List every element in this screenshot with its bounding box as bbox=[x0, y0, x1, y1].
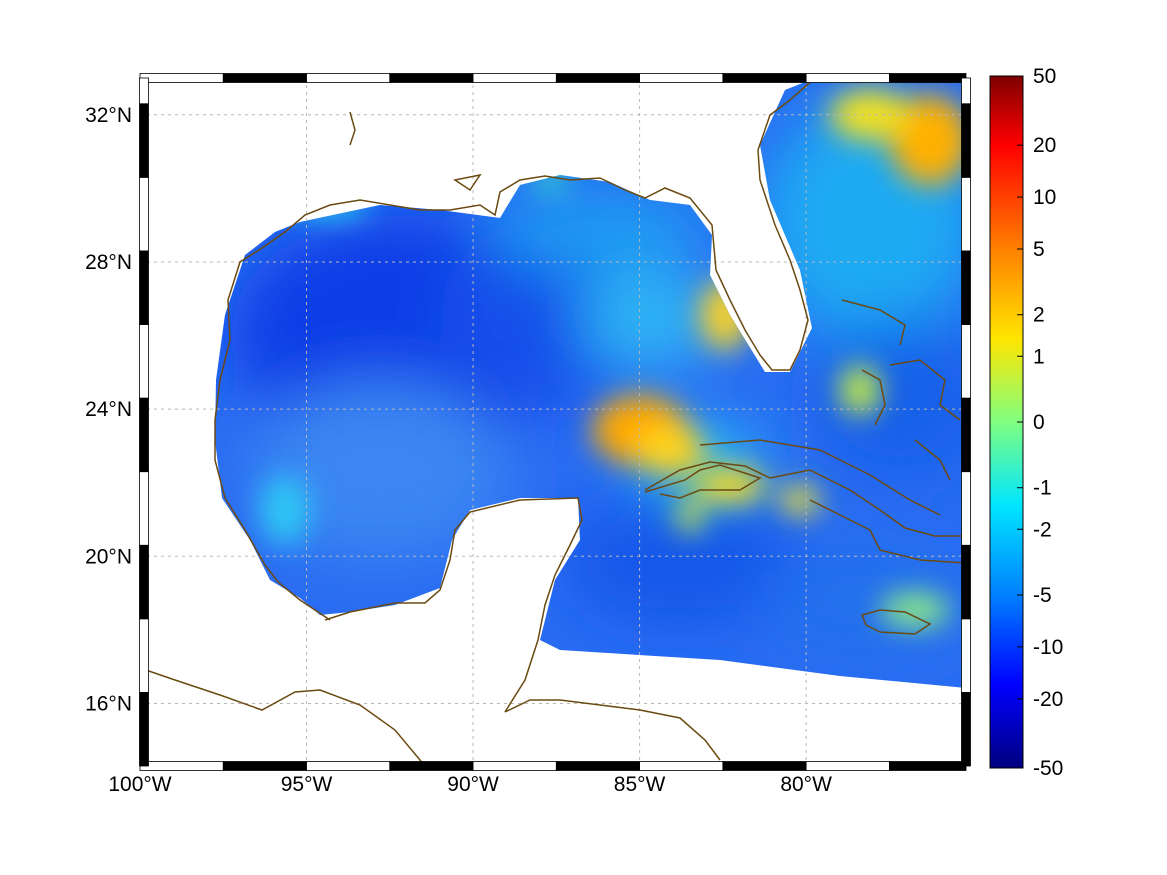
frame-segment bbox=[472, 761, 557, 771]
frame-segment bbox=[961, 471, 971, 546]
frame-segment bbox=[961, 544, 971, 620]
frame-segment bbox=[139, 618, 149, 693]
colorbar-tick-label: 50 bbox=[1033, 65, 1056, 88]
frame-segment bbox=[139, 324, 149, 399]
frame-segment bbox=[888, 761, 967, 771]
coastline bbox=[139, 77, 967, 767]
latitude-labels: 32°N 28°N 24°N 20°N 16°N bbox=[85, 104, 132, 716]
frame-segment bbox=[555, 73, 640, 83]
colorbar-tick-label: -1 bbox=[1033, 477, 1052, 500]
frame-segment bbox=[961, 176, 971, 252]
lat-tick-label: 32°N bbox=[85, 104, 132, 127]
frame-segment bbox=[222, 73, 307, 83]
lon-tick-label: 80°W bbox=[780, 773, 832, 796]
lon-tick-label: 90°W bbox=[447, 773, 499, 796]
frame-segment bbox=[139, 471, 149, 546]
lat-tick-label: 24°N bbox=[85, 398, 132, 421]
frame-segment bbox=[139, 397, 149, 473]
lat-tick-label: 20°N bbox=[85, 545, 132, 568]
frame-segment bbox=[555, 761, 640, 771]
frame-segment bbox=[139, 692, 149, 767]
frame-segment bbox=[805, 761, 890, 771]
lat-tick-label: 16°N bbox=[85, 692, 132, 715]
frame-segment bbox=[805, 73, 890, 83]
colorbar-tick-label: 20 bbox=[1033, 134, 1056, 157]
lat-tick-label: 28°N bbox=[85, 251, 132, 274]
lon-tick-label: 100°W bbox=[108, 773, 171, 796]
frame-segment bbox=[888, 73, 967, 83]
colorbar-tick-label: -50 bbox=[1033, 757, 1063, 780]
frame-segment bbox=[139, 544, 149, 620]
frame-segment bbox=[722, 761, 807, 771]
frame-segment bbox=[139, 73, 224, 83]
frame-segment bbox=[961, 77, 971, 105]
colorbar-tick-label: 0 bbox=[1033, 411, 1045, 434]
map-plot-area bbox=[139, 73, 971, 771]
frame-segment bbox=[639, 73, 724, 83]
frame-segment bbox=[139, 250, 149, 325]
grid-lines bbox=[140, 78, 966, 766]
colorbar-tick-label: -5 bbox=[1033, 584, 1052, 607]
frame-segment bbox=[639, 761, 724, 771]
frame-segment bbox=[961, 324, 971, 399]
frame-segment bbox=[722, 73, 807, 83]
lon-tick-label: 85°W bbox=[614, 773, 666, 796]
colorbar-tick-label: 10 bbox=[1033, 186, 1056, 209]
frame-segment bbox=[389, 761, 474, 771]
frame-segment bbox=[961, 103, 971, 178]
colorbar-tick-label: 1 bbox=[1033, 345, 1045, 368]
colorbar-tick-label: 2 bbox=[1033, 304, 1045, 327]
map-frame bbox=[139, 73, 971, 771]
frame-segment bbox=[139, 761, 224, 771]
longitude-labels: 100°W 95°W 90°W 85°W 80°W bbox=[108, 773, 832, 796]
colorbar-tick-label: -10 bbox=[1033, 636, 1063, 659]
frame-segment bbox=[961, 397, 971, 473]
colorbar-tick-label: 5 bbox=[1033, 238, 1045, 261]
frame-segment bbox=[961, 618, 971, 693]
frame-segment bbox=[306, 73, 391, 83]
lon-tick-label: 95°W bbox=[281, 773, 333, 796]
frame-segment bbox=[139, 103, 149, 178]
colorbar-tick-label: -2 bbox=[1033, 518, 1052, 541]
frame-segment bbox=[139, 77, 149, 105]
frame-segment bbox=[961, 692, 971, 767]
frame-segment bbox=[222, 761, 307, 771]
colorbar-tick-label: -20 bbox=[1033, 688, 1063, 711]
frame-segment bbox=[306, 761, 391, 771]
frame-segment bbox=[389, 73, 474, 83]
frame-segment bbox=[472, 73, 557, 83]
frame-segment bbox=[139, 176, 149, 252]
frame-segment bbox=[961, 250, 971, 325]
